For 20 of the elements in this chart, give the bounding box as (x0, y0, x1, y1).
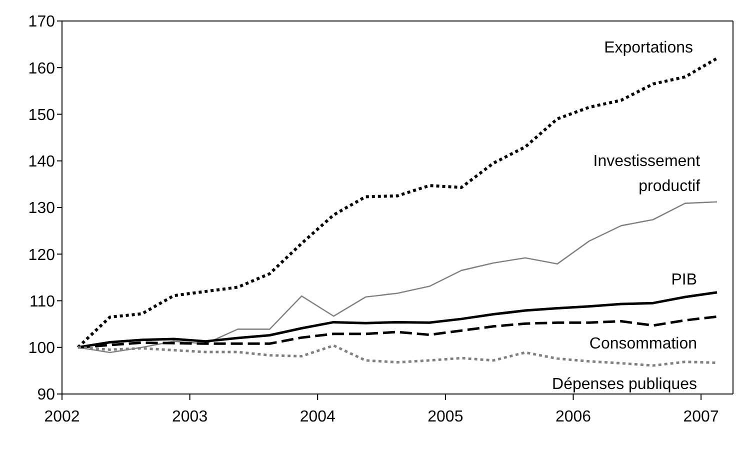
y-tick-label: 150 (28, 106, 56, 124)
x-tick-label: 2004 (300, 408, 336, 426)
y-tick-label: 160 (28, 60, 56, 78)
series-label: Investissement productif (593, 152, 701, 195)
y-tick-label: 130 (28, 200, 56, 218)
series-label: Consommation (589, 336, 698, 353)
y-tick-label: 110 (29, 293, 56, 310)
y-tick-label: 120 (28, 246, 56, 264)
y-tick-label: 90 (37, 386, 56, 404)
series-label: PIB (671, 271, 698, 288)
series-label: Exportations (604, 39, 694, 56)
x-tick-label: 2005 (428, 408, 464, 426)
x-tick-label: 2003 (172, 408, 208, 426)
x-tick-label: 2007 (683, 408, 719, 426)
x-tick-label: 2006 (555, 408, 592, 426)
series-label: Dépenses publiques (552, 376, 698, 393)
y-tick-label: 170 (28, 14, 56, 31)
y-tick-label: 140 (28, 154, 56, 171)
y-tick-label: 100 (28, 340, 56, 358)
x-tick-label: 2002 (44, 408, 80, 426)
